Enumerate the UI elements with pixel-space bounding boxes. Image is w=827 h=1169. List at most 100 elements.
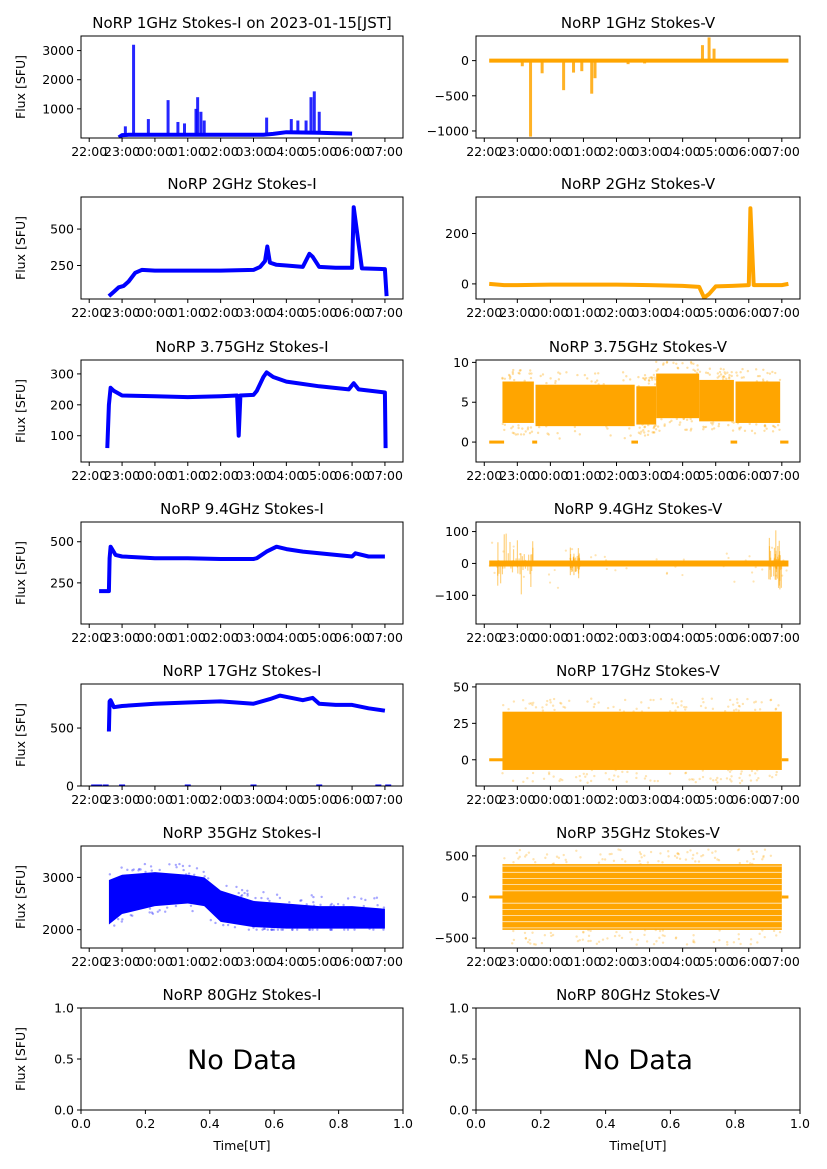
data-point [519, 433, 523, 436]
y-tick-label: −1000 [427, 123, 469, 138]
data-point [539, 374, 542, 378]
data-point [728, 376, 731, 379]
data-point [613, 774, 616, 777]
data-point [150, 911, 154, 914]
data-point [507, 707, 510, 711]
data-point [532, 701, 535, 704]
data-point [617, 848, 620, 851]
x-tick-label: 05:00 [698, 954, 734, 969]
data-point [518, 552, 522, 556]
data-point [526, 428, 530, 431]
data-point [748, 555, 751, 558]
data-point [714, 778, 718, 782]
data-point [129, 913, 133, 917]
data-point [730, 775, 733, 778]
data-point [346, 897, 350, 900]
data-point [531, 703, 534, 707]
data-point [518, 855, 521, 859]
data-point [593, 774, 596, 778]
data-point [512, 545, 515, 548]
data-point [613, 934, 617, 938]
data-point [586, 781, 589, 784]
axes-frame [80, 196, 404, 300]
data-point [511, 370, 514, 374]
data-point [751, 862, 754, 866]
data-point [262, 890, 265, 894]
data-point [692, 362, 695, 366]
data-point [589, 929, 592, 933]
data-point [240, 895, 243, 898]
data-point [618, 708, 622, 712]
data-point [578, 433, 582, 436]
data-point [717, 424, 720, 428]
data-point [517, 424, 520, 427]
data-point [509, 375, 512, 379]
data-point [665, 571, 669, 574]
x-tick-label: 01:00 [170, 954, 206, 969]
data-point [496, 565, 499, 568]
plot-area [489, 848, 789, 946]
data-point [761, 378, 765, 381]
data-point [590, 380, 593, 383]
data-point [635, 943, 638, 946]
data-point [586, 377, 589, 380]
data-point [585, 773, 589, 776]
data-point [782, 559, 785, 562]
data-point [353, 895, 356, 899]
data-point [131, 914, 134, 917]
data-point [646, 433, 650, 437]
data-point [749, 862, 752, 865]
data-point [643, 378, 647, 382]
data-point [316, 928, 319, 931]
data-point [652, 425, 656, 429]
data-point [690, 420, 694, 423]
data-point [517, 857, 520, 860]
x-tick-label: 0.6 [660, 1116, 680, 1131]
data-point [541, 373, 545, 376]
data-point [721, 378, 725, 381]
data-point [701, 769, 705, 772]
x-tick-label: 05:00 [698, 305, 734, 320]
x-tick-label: 04:00 [268, 305, 304, 320]
data-point [549, 377, 552, 380]
data-point [712, 940, 716, 944]
data-point [529, 376, 533, 380]
data-point [653, 779, 656, 783]
data-point [738, 781, 742, 785]
data-point [719, 373, 723, 376]
x-tick-label: 22:00 [71, 954, 107, 969]
x-tick-label: 03:00 [632, 792, 668, 807]
panel-left-5: NoRP 35GHz Stokes-I Flux [SFU] 2000 3000 22:… [13, 824, 404, 969]
data-point [330, 902, 333, 906]
data-point [732, 421, 735, 424]
data-point [655, 558, 658, 561]
data-point [544, 856, 547, 860]
data-point [739, 371, 742, 374]
data-point [694, 860, 697, 863]
panel-right-1: NoRP 2GHz Stokes-V 0 200 22:0023:0000:0001:… [445, 175, 801, 320]
x-tick-label: 01:00 [565, 305, 601, 320]
data-point [610, 852, 613, 856]
data-point [736, 374, 739, 377]
data-point [576, 939, 580, 943]
y-tick-label: 2000 [42, 922, 74, 937]
data-point [717, 422, 721, 426]
axes-frame [475, 196, 801, 300]
x-tick-label: 22:00 [71, 792, 107, 807]
data-point [529, 942, 532, 945]
data-point [763, 935, 766, 939]
data-point [364, 898, 367, 902]
data-point [777, 704, 780, 707]
data-point [725, 377, 728, 381]
data-point [727, 768, 730, 772]
x-tick-label: 00:00 [532, 305, 568, 320]
data-point [728, 373, 731, 377]
data-point [763, 848, 767, 851]
data-point [178, 862, 181, 866]
data-series-flux [105, 370, 388, 449]
data-point [750, 571, 754, 574]
data-point [557, 378, 561, 381]
data-point [692, 940, 695, 944]
data-point [262, 927, 266, 930]
data-point [668, 772, 672, 775]
